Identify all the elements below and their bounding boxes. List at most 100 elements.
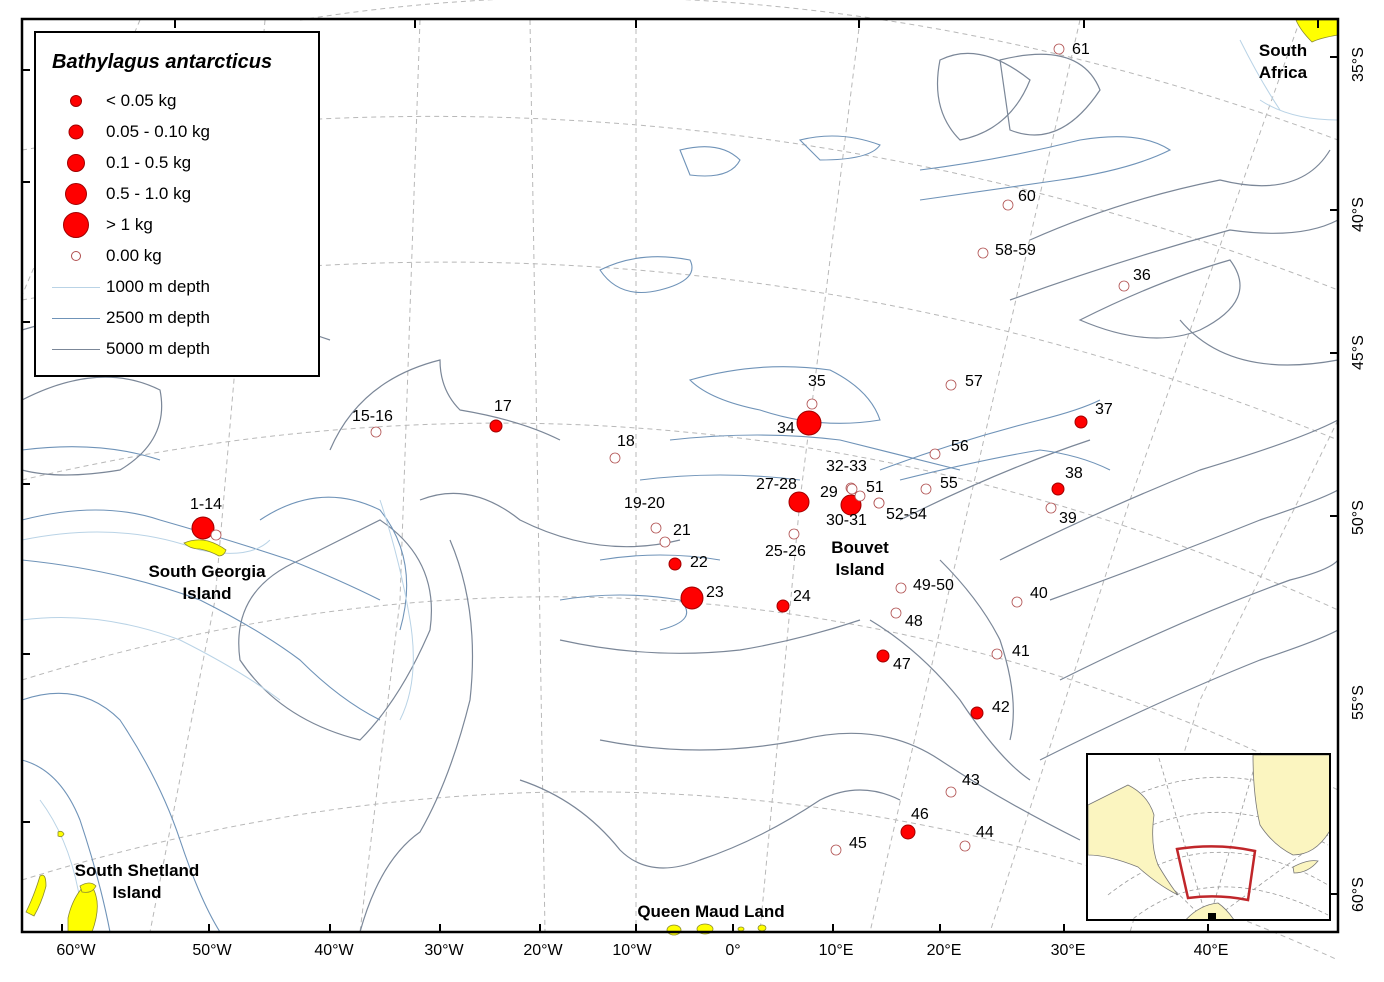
- station-label: 37: [1095, 401, 1113, 418]
- x-tick-10e: 10°E: [818, 942, 854, 959]
- station-empty-marker: [1118, 280, 1130, 292]
- station-label: 43: [962, 772, 980, 789]
- station-label: 39: [1059, 510, 1077, 527]
- station-catch-marker: [489, 419, 503, 433]
- station-empty-marker: [1002, 199, 1014, 211]
- station-empty-marker: [1011, 596, 1023, 608]
- station-empty-marker: [959, 840, 971, 852]
- station-label: 18: [617, 433, 635, 450]
- station-label: 30-31: [826, 512, 867, 529]
- empty-marker-icon: [71, 251, 81, 261]
- station-label: 35: [808, 373, 826, 390]
- station-label: 61: [1072, 41, 1090, 58]
- legend-item-zero: 0.00 kg: [36, 243, 318, 269]
- legend-item-2500m: 2500 m depth: [36, 305, 318, 331]
- legend-title: Bathylagus antarcticus: [52, 51, 273, 73]
- legend-label: 1000 m depth: [106, 277, 210, 296]
- catch-marker-icon: [70, 95, 82, 107]
- legend-label: 0.1 - 0.5 kg: [106, 153, 192, 172]
- place-label-south-shetland: South Shetland Island: [74, 861, 200, 902]
- catch-marker-icon: [67, 154, 85, 172]
- depth-line-icon: [52, 349, 100, 350]
- station-label: 55: [940, 475, 958, 492]
- x-tick-30e: 30°E: [1050, 942, 1086, 959]
- x-tick-30w: 30°W: [424, 942, 464, 959]
- y-tick-35s: 35°S: [1350, 47, 1367, 82]
- axis-ticks: [22, 20, 1338, 932]
- station-label: 47: [893, 656, 911, 673]
- station-label: 17: [494, 398, 512, 415]
- station-empty-marker: [854, 490, 866, 502]
- legend-label: 5000 m depth: [106, 339, 210, 358]
- depth-line-icon: [52, 287, 100, 288]
- station-label: 38: [1065, 465, 1083, 482]
- station-label: 19-20: [624, 495, 665, 512]
- station-label: 29: [820, 484, 838, 501]
- station-catch-marker: [788, 491, 810, 513]
- catch-marker-icon: [63, 212, 89, 238]
- station-label: 57: [965, 373, 983, 390]
- x-tick-60w: 60°W: [56, 942, 96, 959]
- station-label: 48: [905, 613, 923, 630]
- station-label: 21: [673, 522, 691, 539]
- station-empty-marker: [210, 529, 222, 541]
- y-tick-50s: 50°S: [1350, 500, 1367, 535]
- station-empty-marker: [1053, 43, 1065, 55]
- station-empty-marker: [890, 607, 902, 619]
- station-label: 40: [1030, 585, 1048, 602]
- x-tick-40e: 40°E: [1193, 942, 1229, 959]
- station-empty-marker: [609, 452, 621, 464]
- station-catch-marker: [680, 586, 704, 610]
- stations-layer: [191, 43, 1130, 856]
- map-border: [20, 17, 1340, 934]
- station-empty-marker: [895, 582, 907, 594]
- station-empty-marker: [650, 522, 662, 534]
- station-label: 52-54: [886, 506, 927, 523]
- station-label: 58-59: [995, 242, 1036, 259]
- station-label: 60: [1018, 188, 1036, 205]
- inset-map-canvas: [1088, 755, 1329, 919]
- x-tick-10w: 10°W: [612, 942, 652, 959]
- legend-item-0-5-1-0: 0.5 - 1.0 kg: [36, 181, 318, 207]
- depth-line-icon: [52, 318, 100, 319]
- depth-contours-5000: [21, 52, 1339, 933]
- legend-label: < 0.05 kg: [106, 91, 177, 110]
- station-empty-marker: [830, 844, 842, 856]
- x-tick-40w: 40°W: [314, 942, 354, 959]
- station-catch-marker: [900, 824, 916, 840]
- legend-item-5000m: 5000 m depth: [36, 336, 318, 362]
- catch-marker-icon: [65, 183, 87, 205]
- station-label: 46: [911, 806, 929, 823]
- inset-south-america: [1088, 784, 1179, 896]
- legend-item-1000m: 1000 m depth: [36, 274, 318, 300]
- station-label: 25-26: [765, 543, 806, 560]
- station-empty-marker: [1045, 502, 1057, 514]
- x-tick-20w: 20°W: [523, 942, 563, 959]
- legend-label: 0.5 - 1.0 kg: [106, 184, 192, 203]
- station-catch-marker: [668, 557, 682, 571]
- station-label: 41: [1012, 643, 1030, 660]
- place-label-queen-maud-land: Queen Maud Land: [637, 902, 785, 921]
- station-label: 36: [1133, 267, 1151, 284]
- station-catch-marker: [1074, 415, 1088, 429]
- station-label: 56: [951, 438, 969, 455]
- station-empty-marker: [945, 379, 957, 391]
- station-empty-marker: [659, 536, 671, 548]
- station-empty-marker: [370, 426, 382, 438]
- station-catch-marker: [796, 410, 822, 436]
- y-tick-55s: 55°S: [1350, 685, 1367, 720]
- station-label: 34: [777, 420, 795, 437]
- station-empty-marker: [929, 448, 941, 460]
- station-label: 22: [690, 554, 708, 571]
- station-label: 42: [992, 699, 1010, 716]
- station-empty-marker: [991, 648, 1003, 660]
- legend-item-gt-1: > 1 kg: [36, 212, 318, 238]
- station-label: 51: [866, 479, 884, 496]
- map-legend: Bathylagus antarcticus < 0.05 kg 0.05 - …: [34, 31, 320, 377]
- station-catch-marker: [191, 516, 215, 540]
- station-catch-marker: [970, 706, 984, 720]
- depth-contours-1000: [21, 39, 1339, 901]
- station-label: 32-33: [826, 458, 867, 475]
- land-south-georgia: [183, 539, 227, 557]
- station-label: 1-14: [190, 496, 223, 513]
